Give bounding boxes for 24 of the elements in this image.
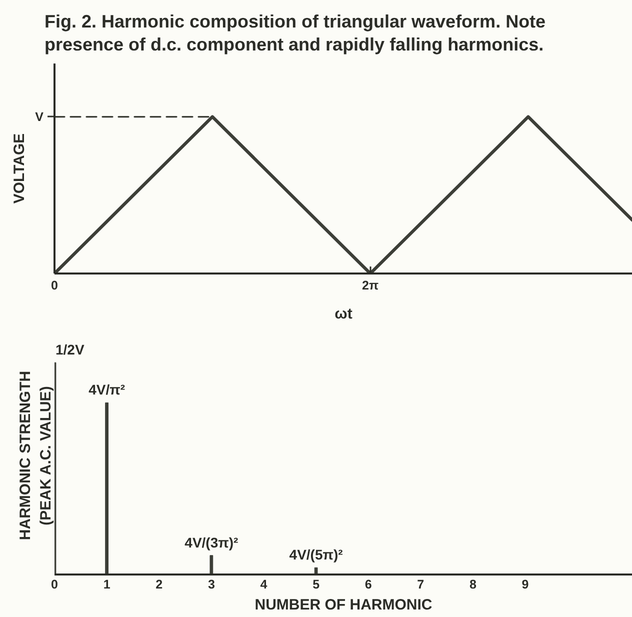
annotation: 1/2V xyxy=(56,342,85,358)
x-tick-label: 4 xyxy=(260,578,268,592)
x-tick-label: 7 xyxy=(417,578,424,592)
y-axis-title: VOLTAGE xyxy=(11,133,28,204)
x-tick-label: 0 xyxy=(51,278,58,292)
x-tick-label: 6 xyxy=(364,578,372,592)
x-tick-label: 5 xyxy=(312,578,320,592)
x-tick-label: 1 xyxy=(103,578,110,592)
annotation: 4V/(3π)² xyxy=(184,534,239,550)
x-tick-label: 3 xyxy=(208,578,215,592)
x-axis-title: NUMBER OF HARMONIC xyxy=(254,596,432,614)
x-tick-label: 9 xyxy=(522,578,529,592)
bar xyxy=(105,402,108,574)
x-tick-label: 0 xyxy=(51,578,58,592)
x-tick-label: 2π xyxy=(362,278,379,292)
annotation: 4V/(5π)² xyxy=(289,546,344,563)
x-axis-title: ωt xyxy=(334,306,352,322)
annotation: 4V/π² xyxy=(88,382,126,398)
chart-title: Fig. 2. Harmonic composition of triangular waveform. Note presence of d.c. component and rapidly falling harmonics. xyxy=(44,12,546,54)
x-tick-label: 2 xyxy=(156,578,163,592)
x-tick-label: 8 xyxy=(469,578,476,592)
bar xyxy=(210,555,214,574)
y-axis-title: HARMONIC STRENGTH (PEAK A.C. VALUE) xyxy=(17,370,54,540)
annotation: V xyxy=(35,110,44,124)
